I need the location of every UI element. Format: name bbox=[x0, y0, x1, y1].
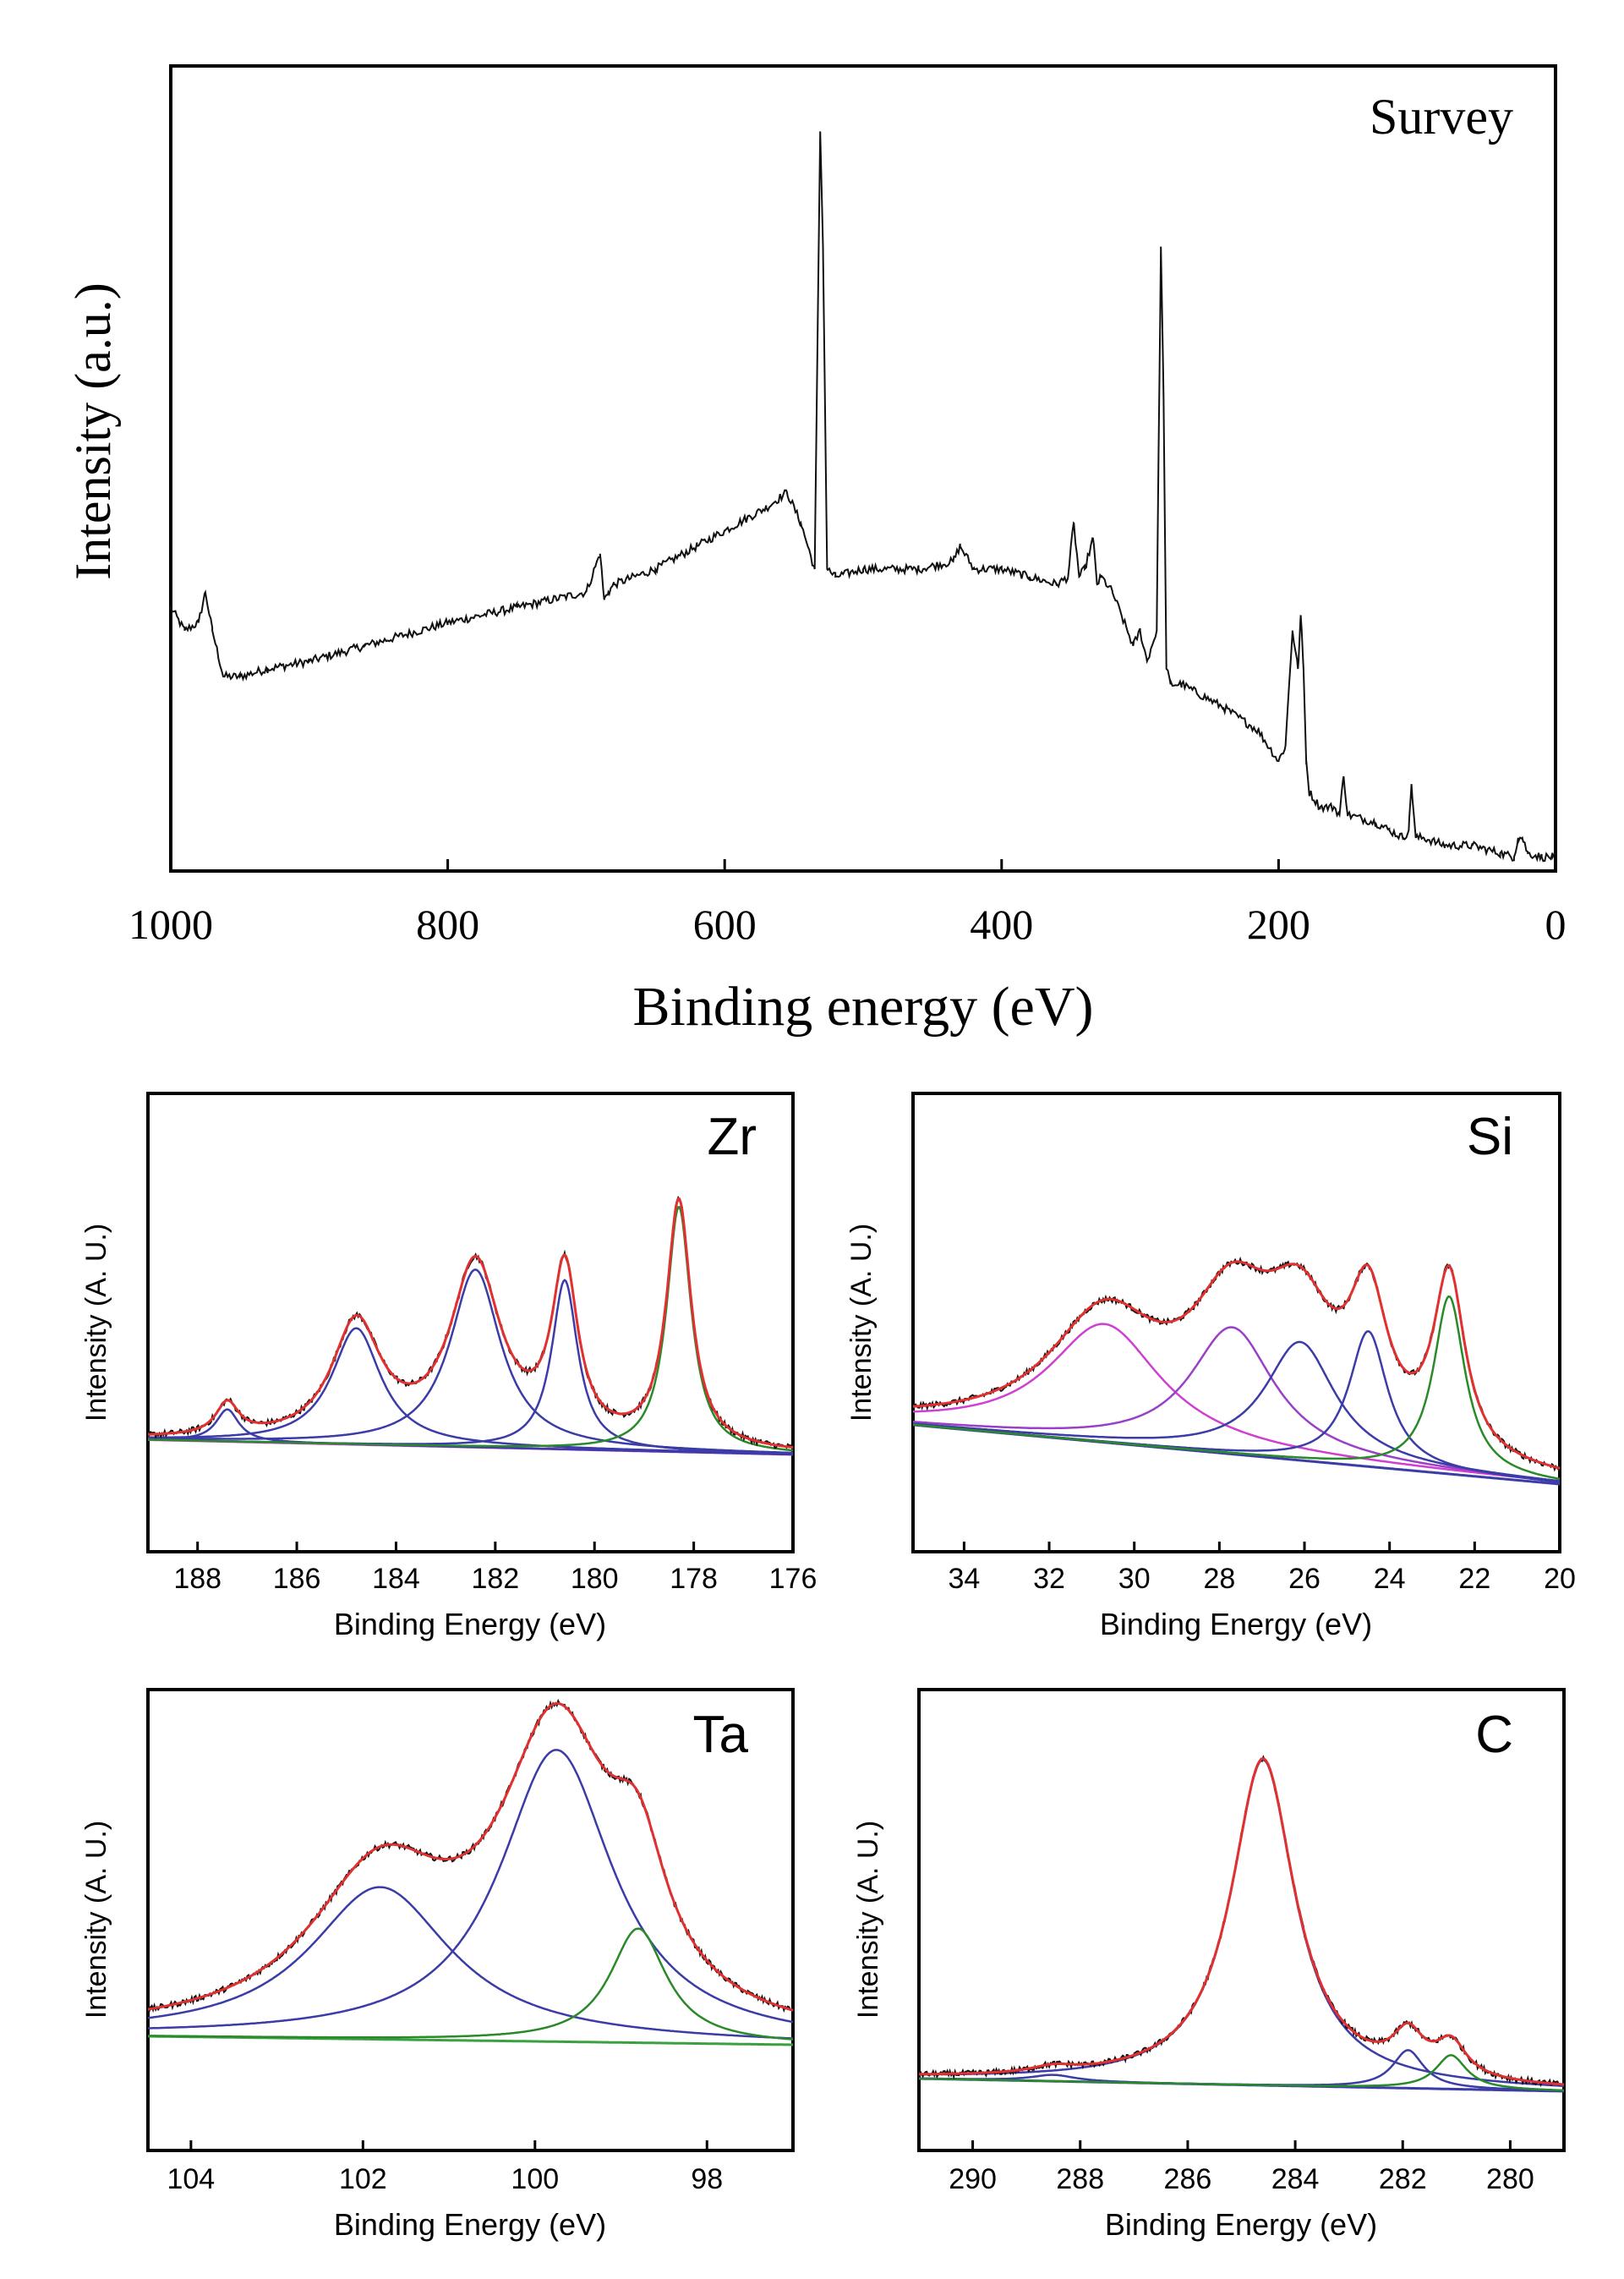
c-xtick-label-5: 280 bbox=[1486, 2163, 1534, 2195]
ta-ylabel: Intensity (A. U.) bbox=[80, 1821, 112, 2019]
c-series-layer bbox=[918, 1755, 1565, 2093]
si-component-peak-4 bbox=[912, 1295, 1561, 1481]
si-title: Si bbox=[1467, 1108, 1513, 1166]
c-envelope-line bbox=[919, 1757, 1565, 2086]
survey-ylabel: Intensity (a.u.) bbox=[65, 282, 121, 580]
c-frame bbox=[917, 1688, 1566, 2152]
survey-frame bbox=[169, 64, 1557, 873]
ta-tick-layer: 104 102 100 98 bbox=[167, 2140, 723, 2195]
survey-xlabel: Binding energy (eV) bbox=[633, 976, 1094, 1038]
zr-xtick-label-3: 182 bbox=[471, 1563, 519, 1595]
zr-panel: 188 186 184 182 180 178 176 Zr Binding Energy … bbox=[80, 1092, 817, 1641]
si-xtick-label-3: 28 bbox=[1203, 1563, 1235, 1595]
si-xtick-label-4: 26 bbox=[1288, 1563, 1321, 1595]
si-xtick-label-2: 30 bbox=[1118, 1563, 1151, 1595]
zr-envelope-line bbox=[147, 1197, 794, 1449]
zr-component-peak-1 bbox=[148, 1327, 794, 1455]
si-tick-layer: 34 32 30 28 26 24 22 20 bbox=[948, 1542, 1576, 1595]
zr-component-peak-4 bbox=[148, 1206, 794, 1452]
zr-xtick-label-6: 176 bbox=[769, 1563, 817, 1595]
ta-component-peak-0 bbox=[147, 1886, 794, 2040]
zr-series-layer bbox=[147, 1195, 794, 1456]
ta-component-peak-2 bbox=[147, 1927, 794, 2041]
survey-title: Survey bbox=[1370, 89, 1513, 145]
si-xtick-label-6: 22 bbox=[1458, 1563, 1490, 1595]
ta-envelope-line bbox=[147, 1701, 794, 2012]
zr-ylabel: Intensity (A. U.) bbox=[80, 1224, 112, 1422]
si-component-peak-2 bbox=[912, 1340, 1561, 1482]
ta-panel: 104 102 100 98 Ta Binding Energy (eV) Inten… bbox=[80, 1688, 795, 2242]
si-xtick-label-7: 20 bbox=[1544, 1563, 1576, 1595]
zr-xlabel: Binding Energy (eV) bbox=[334, 1607, 606, 1641]
c-ylabel: Intensity (A. U.) bbox=[852, 1821, 884, 2019]
zr-xtick-label-4: 180 bbox=[571, 1563, 619, 1595]
zr-xtick-label-1: 186 bbox=[273, 1563, 321, 1595]
c-tick-layer: 290 288 286 284 282 280 bbox=[949, 2140, 1534, 2195]
si-component-peak-1 bbox=[912, 1326, 1561, 1482]
zr-measured-line bbox=[147, 1195, 794, 1449]
survey-panel: 1000 800 600 400 200 0 Survey Binding energy … bbox=[65, 64, 1567, 1038]
c-title: C bbox=[1475, 1706, 1513, 1764]
zr-xtick-label-5: 178 bbox=[670, 1563, 718, 1595]
zr-frame bbox=[146, 1092, 795, 1553]
survey-series-layer bbox=[170, 131, 1556, 863]
c-xtick-label-2: 286 bbox=[1164, 2163, 1212, 2195]
si-series-layer bbox=[912, 1256, 1561, 1486]
ta-xtick-label-0: 104 bbox=[167, 2163, 215, 2195]
si-xtick-label-5: 24 bbox=[1374, 1563, 1406, 1595]
ta-series-layer bbox=[147, 1698, 794, 2046]
survey-xtick-label-5: 0 bbox=[1545, 901, 1567, 948]
ta-xlabel: Binding Energy (eV) bbox=[334, 2207, 606, 2242]
c-xtick-label-4: 282 bbox=[1379, 2163, 1427, 2195]
ta-title: Ta bbox=[693, 1706, 749, 1764]
survey-xtick-label-4: 200 bbox=[1247, 901, 1310, 948]
si-ylabel: Intensity (A. U.) bbox=[845, 1224, 878, 1422]
c-xlabel: Binding Energy (eV) bbox=[1105, 2207, 1377, 2242]
si-frame bbox=[911, 1092, 1561, 1553]
survey-xtick-label-2: 600 bbox=[693, 901, 757, 948]
zr-component-peak-3 bbox=[148, 1279, 793, 1455]
si-component-peak-0 bbox=[912, 1323, 1561, 1483]
c-xtick-label-1: 288 bbox=[1056, 2163, 1104, 2195]
survey-xtick-label-3: 400 bbox=[970, 901, 1033, 948]
c-measured-line bbox=[918, 1755, 1565, 2088]
zr-xtick-label-2: 184 bbox=[372, 1563, 420, 1595]
survey-spectrum-line bbox=[170, 131, 1556, 863]
c-component-peak-3 bbox=[919, 2054, 1564, 2092]
si-panel: 34 32 30 28 26 24 22 20 Si Binding Energy (eV) … bbox=[845, 1092, 1576, 1641]
si-xlabel: Binding Energy (eV) bbox=[1100, 1607, 1372, 1641]
zr-title: Zr bbox=[707, 1108, 757, 1166]
c-component-peak-1 bbox=[919, 1758, 1564, 2087]
si-xtick-label-1: 32 bbox=[1033, 1563, 1065, 1595]
si-xtick-label-0: 34 bbox=[948, 1563, 980, 1595]
c-panel: 290 288 286 284 282 280 C Binding Energy (eV)… bbox=[852, 1688, 1566, 2242]
zr-component-peak-2 bbox=[148, 1268, 793, 1455]
c-xtick-label-3: 284 bbox=[1271, 2163, 1320, 2195]
c-xtick-label-0: 290 bbox=[949, 2163, 997, 2195]
zr-component-peak-0 bbox=[148, 1408, 794, 1456]
ta-frame bbox=[146, 1688, 795, 2152]
survey-tick-layer: 1000 800 600 400 200 0 bbox=[128, 859, 1567, 948]
survey-xtick-label-0: 1000 bbox=[128, 901, 213, 948]
zr-tick-layer: 188 186 184 182 180 178 176 bbox=[173, 1542, 817, 1595]
zr-xtick-label-0: 188 bbox=[173, 1563, 221, 1595]
si-measured-line bbox=[912, 1256, 1561, 1472]
si-envelope-line bbox=[912, 1260, 1561, 1470]
ta-xtick-label-3: 98 bbox=[691, 2163, 723, 2195]
ta-xtick-label-2: 100 bbox=[511, 2163, 559, 2195]
ta-xtick-label-1: 102 bbox=[339, 2163, 387, 2195]
ta-component-peak-1 bbox=[147, 1749, 794, 2030]
survey-xtick-label-1: 800 bbox=[416, 901, 479, 948]
